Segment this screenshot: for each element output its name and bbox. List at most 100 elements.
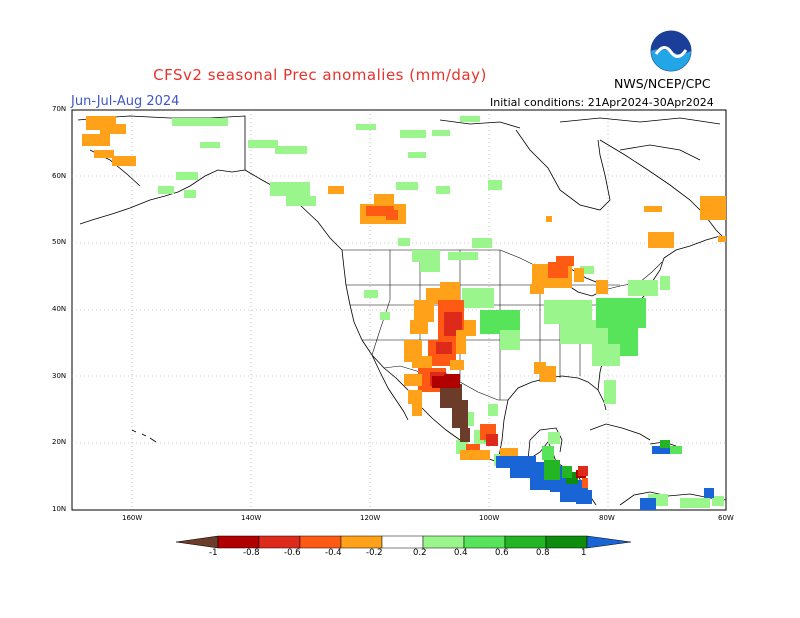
anomaly-cell [460,450,490,460]
anomaly-cell [448,252,478,260]
anomaly-cell [432,376,444,388]
anomaly-cell [462,288,494,308]
agency-label: NWS/NCEP/CPC [614,76,711,91]
lon-label-100w: 100W [479,514,500,522]
anomaly-cell [444,374,460,388]
anomaly-cell [604,380,616,404]
anomaly-cell [644,206,662,212]
anomaly-cell [562,466,572,478]
initial-conditions: Initial conditions: 21Apr2024-30Apr2024 [490,96,714,109]
anomaly-cell [414,300,434,322]
map-title: CFSv2 seasonal Prec anomalies (mm/day) [153,66,487,84]
lat-label-10n: 10N [52,505,67,513]
lon-label-80w: 80W [599,514,615,522]
noaa-logo [650,30,692,72]
anomaly-cell [652,446,670,454]
anomaly-cell [450,360,464,370]
colorbar-swatch [340,535,383,549]
colorbar-label: 0.8 [536,548,550,558]
anomaly-cell [556,256,574,266]
colorbar-label: -0.6 [284,548,301,558]
colorbar-swatch [258,535,301,549]
anomaly-cell [660,440,670,448]
colorbar-label: -0.2 [366,548,383,558]
anomaly-cell [420,262,440,272]
colorbar-label: -0.4 [325,548,342,558]
anomaly-cell [452,400,468,428]
anomaly-cell [380,312,390,320]
lon-label-160w: 160W [122,514,143,522]
anomaly-cell [432,130,450,136]
anomaly-cell [576,490,592,504]
anomaly-cell [592,344,620,366]
colorbar-label: -0.8 [243,548,260,558]
anomaly-cell [386,210,398,220]
colorbar-label: 0.6 [495,548,509,558]
anomaly-cell [184,190,196,198]
colorbar-swatch [463,535,506,549]
anomaly-cell [270,182,310,196]
precip-anomaly-cells [82,116,726,510]
anomaly-cell [580,266,594,274]
anomaly-cell [408,390,422,404]
anomaly-cell [640,498,656,510]
lat-label-50n: 50N [52,238,67,246]
anomaly-cell [248,140,278,148]
anomaly-cell [488,180,502,190]
anomaly-cell [660,276,670,290]
lon-label-60w: 60W [718,514,734,522]
colorbar-swatch [504,535,547,549]
colorbar-min-arrow [175,535,219,549]
colorbar-swatch [422,535,465,549]
anomaly-cell [582,478,588,488]
anomaly-cell [112,156,136,166]
lat-label-40n: 40N [52,305,67,313]
lat-label-70n: 70N [52,105,67,113]
anomaly-cell [542,446,554,460]
anomaly-cell [544,460,560,480]
anomaly-cell [374,194,394,206]
anomaly-cell [578,466,588,476]
colorbar-label: 0.2 [413,548,427,558]
lat-label-30n: 30N [52,372,67,380]
anomaly-cell [456,330,466,354]
anomaly-cell [408,152,426,158]
lat-label-60n: 60N [52,172,67,180]
colorbar-swatch [545,535,588,549]
anomaly-cell [670,446,682,454]
anomaly-cell [680,498,710,508]
anomaly-cell [275,146,307,154]
anomaly-cell [200,142,220,148]
colorbar [175,535,632,549]
anomaly-cell [356,124,376,130]
anomaly-cell [500,330,520,350]
anomaly-cell [400,130,426,138]
anomaly-cell [648,232,674,248]
anomaly-cell [436,342,452,354]
anomaly-cell [412,356,432,368]
anomaly-cell [172,118,228,126]
colorbar-label: -1 [209,548,218,558]
anomaly-cell [440,282,460,302]
anomaly-cell [548,432,560,444]
anomaly-cell [530,284,544,294]
anomaly-cell [94,150,114,158]
anomaly-cell [286,196,316,206]
anomaly-cell [628,280,658,296]
anomaly-cell [410,320,428,334]
anomaly-cell [158,186,174,194]
anomaly-cell [596,298,646,328]
colorbar-swatch [381,535,424,549]
anomaly-cell [466,444,480,454]
colorbar-max-arrow [586,535,632,549]
colorbar-label: 0.4 [454,548,468,558]
anomaly-cell [718,236,726,242]
anomaly-cell [460,428,470,442]
anomaly-cell [82,134,110,146]
anomaly-cell [176,172,198,180]
anomaly-cell [396,182,418,190]
anomaly-cell [486,434,498,446]
anomaly-cell [596,280,608,294]
colorbar-label: 1 [581,548,587,558]
anomaly-cell [328,186,344,194]
